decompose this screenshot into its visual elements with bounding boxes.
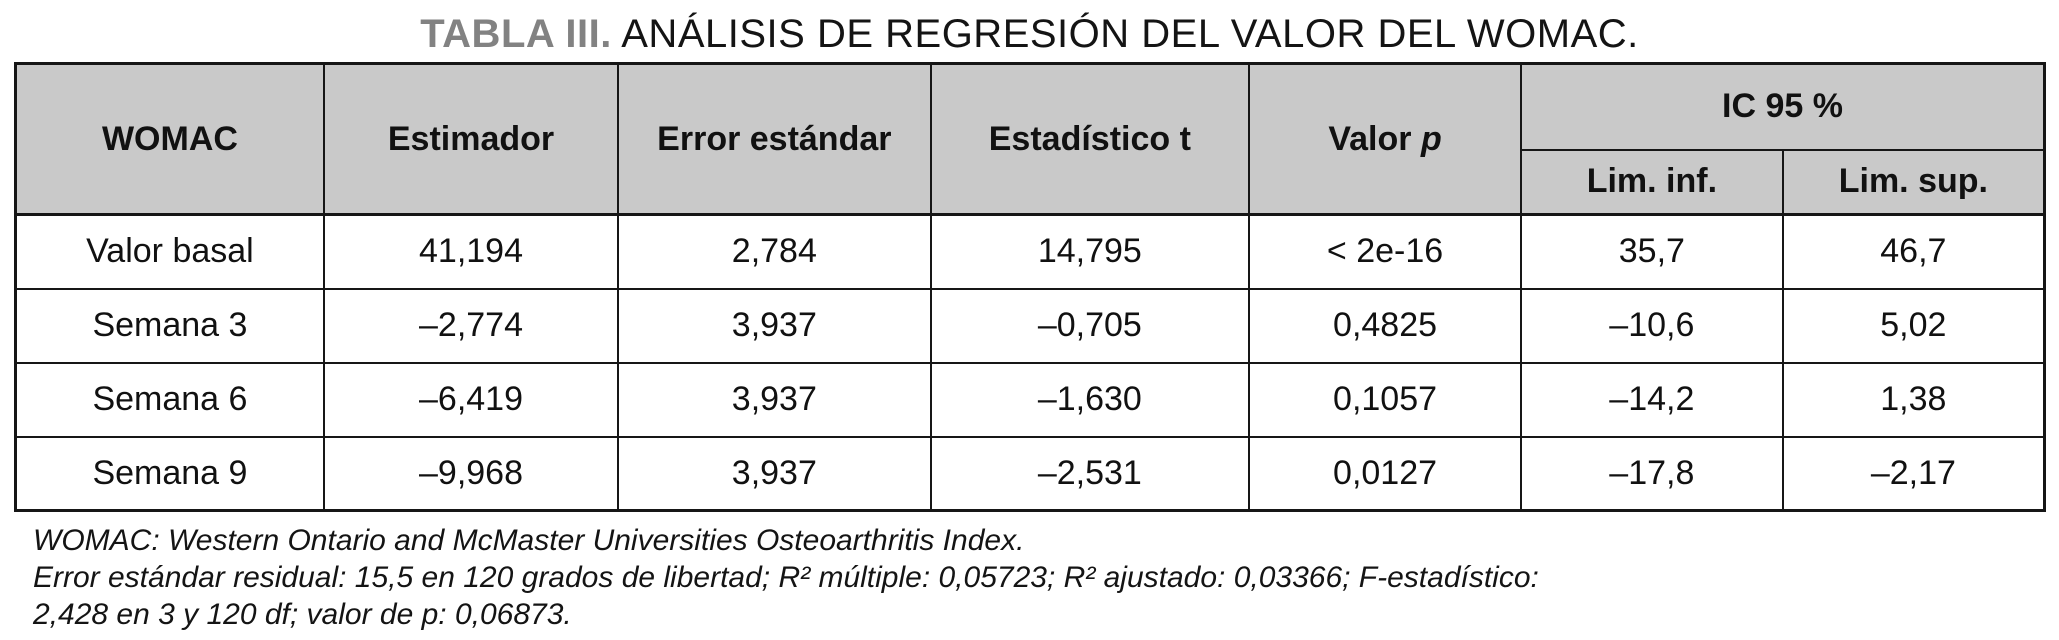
table-cell: 2,784 — [617, 213, 932, 290]
table-cell: –2,774 — [322, 287, 620, 364]
regression-table: WOMAC Estimador Error estándar Estadísti… — [14, 62, 2046, 512]
table-title: TABLA III. ANÁLISIS DE REGRESIÓN DEL VAL… — [0, 12, 2059, 57]
table-title-number: TABLA III. — [420, 12, 612, 56]
table-cell: 0,0127 — [1248, 435, 1522, 512]
col-header-lim-inf: Lim. inf. — [1519, 148, 1784, 216]
table-cell: 0,1057 — [1248, 361, 1522, 438]
table-cell: 1,38 — [1781, 361, 2046, 438]
table-cell: 5,02 — [1781, 287, 2046, 364]
footnote-line: 2,428 en 3 y 120 df; valor de p: 0,06873… — [33, 598, 572, 631]
footnote-line: WOMAC: Western Ontario and McMaster Univ… — [33, 524, 1025, 557]
header-row-sub: Lim. inf. Lim. sup. — [16, 148, 2046, 216]
table-cell: 3,937 — [617, 287, 932, 364]
p-symbol: p — [1420, 119, 1442, 158]
table-cell: 14,795 — [929, 213, 1251, 290]
valor-label: Valor — [1328, 119, 1421, 158]
row-label: Semana 6 — [14, 361, 325, 438]
table-cell: 35,7 — [1519, 213, 1784, 290]
table-row-semana-9: Semana 9 –9,968 3,937 –2,531 0,0127 –17,… — [14, 435, 2046, 512]
table-cell: –17,8 — [1519, 435, 1784, 512]
table-footnotes: WOMAC: Western Ontario and McMaster Univ… — [33, 522, 1539, 633]
table-cell: –2,17 — [1781, 435, 2046, 512]
table-cell: –0,705 — [929, 287, 1251, 364]
row-label: Semana 3 — [14, 287, 325, 364]
col-header-valor-p: Valor p — [1248, 62, 1522, 216]
table-row-semana-3: Semana 3 –2,774 3,937 –0,705 0,4825 –10,… — [14, 287, 2046, 364]
table-cell: –2,531 — [929, 435, 1251, 512]
table-cell: –10,6 — [1519, 287, 1784, 364]
table-row-semana-6: Semana 6 –6,419 3,937 –1,630 0,1057 –14,… — [14, 361, 2046, 438]
table-cell: –6,419 — [322, 361, 620, 438]
table-body: Valor basal 41,194 2,784 14,795 < 2e-16 … — [14, 213, 2046, 512]
header-row-top: WOMAC Estimador Error estándar Estadísti… — [14, 62, 2046, 216]
col-header-ic95: IC 95 % — [1519, 62, 2046, 151]
row-label: Semana 9 — [14, 435, 325, 512]
table-cell: –14,2 — [1519, 361, 1784, 438]
table-cell: 46,7 — [1781, 213, 2046, 290]
table-cell: 0,4825 — [1248, 287, 1522, 364]
table-cell: < 2e-16 — [1248, 213, 1522, 290]
table-cell: 3,937 — [617, 361, 932, 438]
table-header: WOMAC Estimador Error estándar Estadísti… — [14, 62, 2046, 216]
table-cell: 41,194 — [322, 213, 620, 290]
col-header-estimador: Estimador — [322, 62, 620, 216]
col-header-womac: WOMAC — [14, 62, 325, 216]
table-cell: 3,937 — [617, 435, 932, 512]
col-header-error-estandar: Error estándar — [617, 62, 932, 216]
footnote-line: Error estándar residual: 15,5 en 120 gra… — [33, 561, 1539, 594]
col-header-lim-sup: Lim. sup. — [1781, 148, 2046, 216]
table-row-valor-basal: Valor basal 41,194 2,784 14,795 < 2e-16 … — [14, 213, 2046, 290]
table-cell: –9,968 — [322, 435, 620, 512]
table-title-text: ANÁLISIS DE REGRESIÓN DEL VALOR DEL WOMA… — [611, 12, 1639, 56]
row-label: Valor basal — [14, 213, 325, 290]
col-header-estadistico-t: Estadístico t — [929, 62, 1251, 216]
table-cell: –1,630 — [929, 361, 1251, 438]
